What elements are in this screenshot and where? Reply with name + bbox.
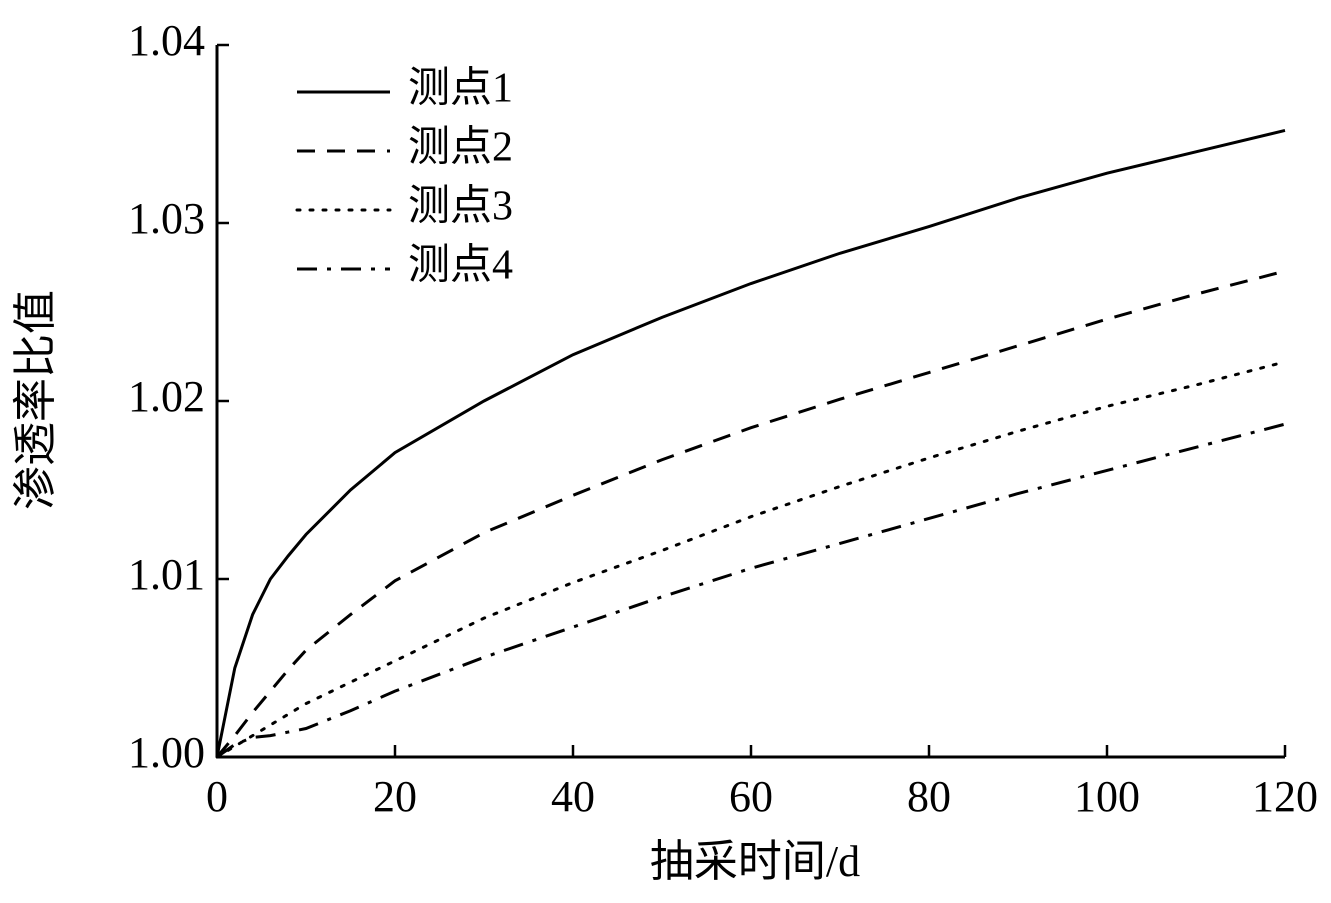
series-line: [215, 269, 1286, 758]
x-tick-label: 0: [206, 772, 228, 821]
y-tick-label: 1.04: [128, 16, 205, 65]
y-tick-label: 1.02: [128, 372, 205, 421]
legend-label: 测点1: [408, 66, 513, 112]
y-axis-label: 渗透率比值: [11, 290, 60, 510]
y-tick-label: 1.01: [128, 550, 205, 599]
series-line: [216, 422, 1286, 759]
series-line: [215, 360, 1287, 759]
legend-label: 测点3: [408, 184, 513, 230]
x-tick-label: 60: [729, 772, 773, 821]
x-tick-label: 80: [907, 772, 951, 821]
series-line: [215, 128, 1286, 758]
y-tick-label: 1.00: [128, 728, 205, 777]
x-tick-label: 100: [1074, 772, 1140, 821]
legend-label: 测点4: [408, 243, 513, 289]
x-axis-label: 抽采时间/d: [650, 837, 860, 886]
x-tick-label: 20: [373, 772, 417, 821]
legend-label: 测点2: [408, 125, 513, 171]
x-tick-label: 120: [1252, 772, 1318, 821]
y-tick-label: 1.03: [128, 194, 205, 243]
x-tick-label: 40: [551, 772, 595, 821]
